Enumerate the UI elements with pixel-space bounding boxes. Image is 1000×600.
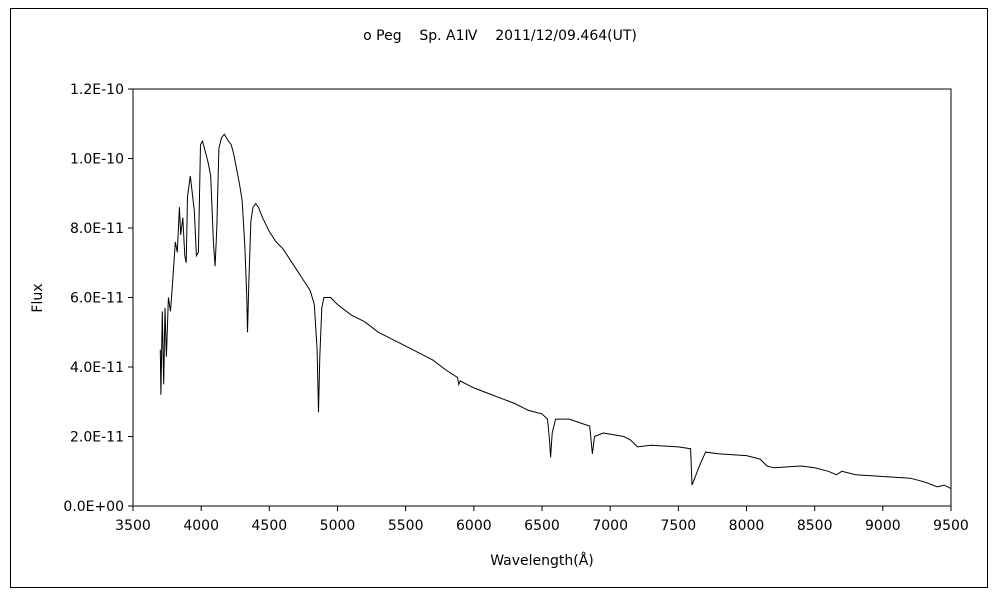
x-axis-label: Wavelength(Å) xyxy=(490,552,594,569)
x-tick-label: 7500 xyxy=(661,518,697,534)
y-tick-label: 1.0E-10 xyxy=(70,152,124,168)
x-tick-label: 7000 xyxy=(592,518,628,534)
y-tick-label: 1.2E-10 xyxy=(70,82,124,98)
x-axis: 3500 4000 4500 5000 5500 6000 6500 7000 7500 8000… xyxy=(115,506,969,534)
x-tick-label: 4500 xyxy=(252,518,288,534)
x-tick-label: 3500 xyxy=(115,518,151,534)
x-tick-label: 5000 xyxy=(320,518,356,534)
x-tick-label: 9500 xyxy=(933,518,969,534)
x-tick-label: 9000 xyxy=(865,518,901,534)
y-tick-label: 0.0E+00 xyxy=(63,499,124,515)
x-tick-label: 8000 xyxy=(729,518,765,534)
y-tick-label: 2.0E-11 xyxy=(70,430,124,446)
plot-area xyxy=(132,88,952,507)
chart-frame xyxy=(10,8,988,588)
y-axis-label: Flux xyxy=(30,283,46,312)
spectrum-line xyxy=(159,133,952,490)
chart-title: ο Peg Sp. A1Ⅳ 2011/12/09.464(UT) xyxy=(363,28,637,44)
x-tick-label: 6500 xyxy=(524,518,560,534)
y-axis: 0.0E+00 2.0E-11 4.0E-11 6.0E-11 8.0E-11 1.0E-… xyxy=(63,82,133,515)
x-tick-label: 8500 xyxy=(797,518,833,534)
y-tick-label: 6.0E-11 xyxy=(70,291,124,307)
x-tick-label: 4000 xyxy=(183,518,219,534)
y-tick-label: 4.0E-11 xyxy=(70,360,124,376)
x-tick-label: 6000 xyxy=(456,518,492,534)
y-tick-label: 8.0E-11 xyxy=(70,221,124,237)
x-tick-label: 5500 xyxy=(388,518,424,534)
